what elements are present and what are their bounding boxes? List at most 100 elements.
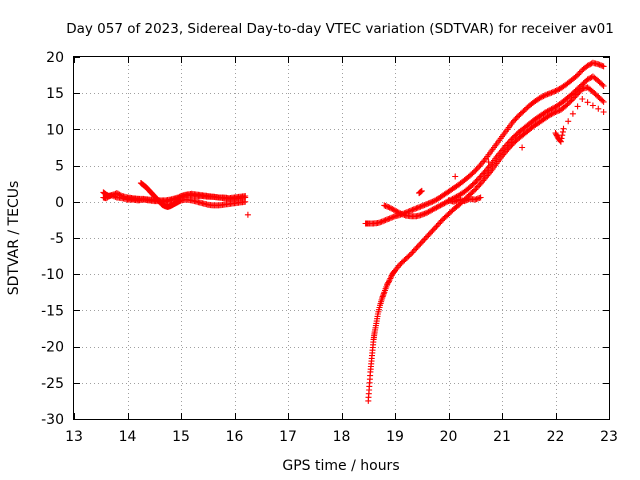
data-point xyxy=(571,94,578,101)
data-point xyxy=(135,195,142,202)
data-point xyxy=(425,232,432,239)
data-point xyxy=(386,204,393,211)
data-point xyxy=(387,275,394,282)
data-point xyxy=(600,98,607,105)
data-point xyxy=(511,117,517,124)
data-point xyxy=(108,192,115,199)
y-tick-label: 20 xyxy=(46,50,64,66)
data-point xyxy=(551,88,558,95)
data-point xyxy=(437,202,444,209)
data-point xyxy=(433,223,440,230)
data-point xyxy=(509,140,516,147)
data-point xyxy=(413,245,420,252)
data-point xyxy=(381,202,388,209)
y-tick-label: -15 xyxy=(41,303,64,319)
data-point xyxy=(436,203,443,210)
data-point xyxy=(414,204,421,211)
data-point xyxy=(417,240,424,247)
x-tick-label: 14 xyxy=(119,429,137,445)
data-point xyxy=(544,91,551,98)
data-point xyxy=(552,88,559,94)
data-point xyxy=(595,93,602,100)
data-point xyxy=(406,252,413,259)
data-point xyxy=(598,62,604,69)
data-point xyxy=(541,92,548,99)
chart-title: Day 057 of 2023, Sidereal Day-to-day VTE… xyxy=(66,21,614,37)
data-point xyxy=(473,166,480,173)
data-point xyxy=(380,218,386,225)
data-point xyxy=(386,215,393,222)
data-point xyxy=(107,193,114,199)
x-tick-label: 22 xyxy=(547,429,565,445)
data-point xyxy=(485,159,492,165)
data-point xyxy=(537,94,544,101)
data-point xyxy=(600,109,607,115)
data-point xyxy=(408,250,415,257)
data-point xyxy=(574,103,581,110)
data-point xyxy=(557,138,564,145)
y-tick-label: -30 xyxy=(41,412,64,428)
data-point xyxy=(543,109,550,115)
data-point xyxy=(470,168,477,175)
series-arc-1b xyxy=(137,180,249,210)
data-point xyxy=(389,214,396,221)
data-point xyxy=(434,222,441,228)
data-point xyxy=(508,142,515,149)
data-point xyxy=(600,83,607,89)
x-tick-label: 19 xyxy=(386,429,404,445)
y-tick-label: -20 xyxy=(41,340,64,356)
data-point xyxy=(584,99,591,106)
data-point xyxy=(477,194,484,201)
data-point xyxy=(540,93,547,100)
data-point xyxy=(544,108,551,115)
data-point xyxy=(397,261,404,268)
data-point xyxy=(468,183,475,190)
data-point xyxy=(478,172,485,178)
y-tick-label: -5 xyxy=(50,231,64,247)
data-point xyxy=(552,130,559,136)
data-point xyxy=(470,187,477,194)
data-point xyxy=(392,207,398,214)
data-point xyxy=(386,278,392,285)
data-point xyxy=(519,109,526,116)
data-point xyxy=(412,205,419,212)
series-outlier-1 xyxy=(244,211,251,218)
data-point xyxy=(470,180,477,187)
series-arc-1d xyxy=(100,190,142,202)
y-tick-label: -25 xyxy=(41,376,64,392)
data-point xyxy=(568,97,575,104)
data-point xyxy=(464,197,471,203)
data-point xyxy=(473,177,480,184)
x-tick-label: 20 xyxy=(440,429,458,445)
data-point xyxy=(405,253,412,260)
data-point xyxy=(519,144,526,151)
series-arc-2b xyxy=(381,73,607,220)
data-point xyxy=(565,118,572,125)
x-tick-label: 23 xyxy=(600,429,618,445)
data-point xyxy=(416,242,423,249)
series-outliers-2 xyxy=(416,96,607,197)
data-point xyxy=(598,80,604,87)
data-point xyxy=(438,217,445,224)
data-point xyxy=(587,61,594,68)
data-point xyxy=(559,128,566,135)
data-point xyxy=(513,114,520,121)
data-point xyxy=(567,98,574,105)
data-point xyxy=(117,192,124,199)
data-point xyxy=(426,208,433,215)
y-tick-label: 5 xyxy=(55,159,64,175)
data-point xyxy=(589,102,596,109)
data-point xyxy=(420,237,427,244)
data-point xyxy=(390,206,397,213)
data-point xyxy=(396,209,402,216)
data-point xyxy=(551,109,558,116)
data-point xyxy=(548,89,555,96)
data-point xyxy=(539,93,546,100)
data-point xyxy=(417,203,424,210)
data-point xyxy=(448,208,455,215)
data-point xyxy=(452,198,459,205)
data-point xyxy=(558,135,565,142)
data-point xyxy=(426,199,433,206)
data-point xyxy=(573,91,580,98)
